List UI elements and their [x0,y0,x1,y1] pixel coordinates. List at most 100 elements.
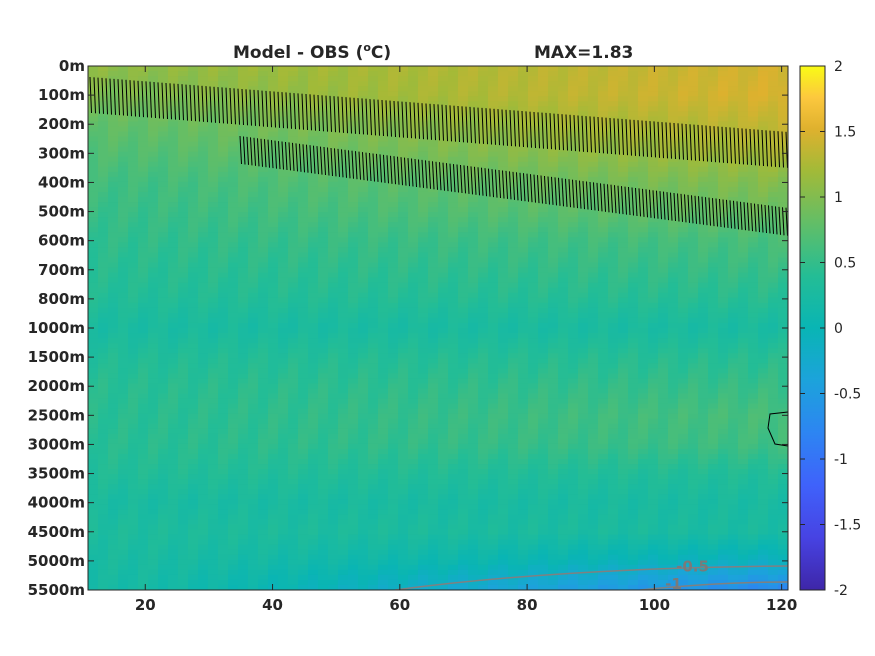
heatmap-cell [678,96,689,102]
heatmap-cell [728,227,739,233]
heatmap-cell [268,227,279,233]
heatmap-cell [558,328,569,334]
heatmap-cell [88,343,99,349]
heatmap-cell [368,106,379,112]
heatmap-cell [388,388,399,395]
heatmap-cell [568,81,579,87]
heatmap-cell [168,297,179,304]
heatmap-cell [168,423,179,430]
heatmap-cell [228,383,239,390]
heatmap-cell [218,227,229,233]
heatmap-cell [468,418,479,425]
heatmap-cell [698,191,709,198]
heatmap-cell [288,242,299,248]
heatmap-cell [308,66,319,72]
heatmap-cell [698,66,709,72]
heatmap-cell [268,317,279,324]
heatmap-cell [148,358,159,364]
heatmap-cell [538,212,549,218]
heatmap-cell [388,151,399,158]
heatmap-cell [178,71,189,77]
heatmap-cell [428,312,439,319]
heatmap-cell [558,106,569,112]
heatmap-cell [218,91,229,97]
heatmap-cell [548,131,559,138]
heatmap-cell [648,81,659,87]
heatmap-cell [538,418,549,425]
heatmap-cell [188,423,199,430]
heatmap-cell [328,403,339,410]
heatmap-cell [138,121,149,128]
heatmap-cell [228,141,239,148]
heatmap-cell [228,121,239,128]
heatmap-cell [208,242,219,248]
heatmap-cell [688,353,699,359]
heatmap-cell [578,368,589,374]
heatmap-cell [638,101,649,107]
heatmap-cell [328,312,339,319]
heatmap-cell [408,141,419,148]
heatmap-cell [438,146,449,153]
heatmap-cell [608,156,619,163]
heatmap-cell [678,106,689,112]
heatmap-cell [598,383,609,390]
heatmap-cell [268,106,279,112]
heatmap-cell [648,297,659,304]
heatmap-cell [738,237,749,243]
heatmap-cell [768,71,779,77]
heatmap-cell [748,181,759,188]
heatmap-cell [488,292,499,299]
heatmap-cell [568,333,579,339]
heatmap-cell [378,373,389,379]
heatmap-cell [508,252,519,259]
heatmap-cell [678,212,689,218]
heatmap-cell [408,166,419,173]
heatmap-cell [168,277,179,284]
heatmap-cell [778,232,788,238]
heatmap-cell [448,383,459,390]
heatmap-cell [318,151,329,158]
heatmap-cell [688,242,699,248]
heatmap-cell [508,217,519,223]
heatmap-cell [598,126,609,133]
heatmap-cell [508,322,519,329]
heatmap-cell [508,232,519,238]
heatmap-cell [698,126,709,133]
heatmap-cell [158,333,169,339]
heatmap-cell [758,383,769,390]
heatmap-cell [558,186,569,193]
heatmap-cell [588,378,599,385]
heatmap-cell [718,267,729,274]
heatmap-cell [468,212,479,218]
heatmap-cell [558,378,569,385]
heatmap-cell [778,338,788,344]
heatmap-cell [148,297,159,304]
heatmap-cell [588,393,599,400]
heatmap-cell [158,307,169,314]
heatmap-cell [138,423,149,430]
heatmap-cell [258,252,269,259]
heatmap-cell [408,242,419,248]
heatmap-cell [418,383,429,390]
heatmap-cell [498,106,509,112]
heatmap-cell [408,353,419,359]
heatmap-cell [408,197,419,203]
heatmap-cell [648,333,659,339]
heatmap-cell [708,297,719,304]
heatmap-cell [378,146,389,153]
heatmap-cell [498,71,509,77]
heatmap-cell [778,312,788,319]
heatmap-cell [248,272,259,279]
heatmap-cell [368,101,379,107]
heatmap-cell [288,181,299,188]
heatmap-cell [238,353,249,359]
heatmap-cell [368,272,379,279]
heatmap-cell [488,96,499,102]
heatmap-cell [148,161,159,168]
heatmap-cell [678,116,689,123]
heatmap-cell [398,297,409,304]
heatmap-cell [558,126,569,133]
heatmap-cell [248,348,259,354]
heatmap-cell [318,312,329,319]
heatmap-cell [478,277,489,284]
